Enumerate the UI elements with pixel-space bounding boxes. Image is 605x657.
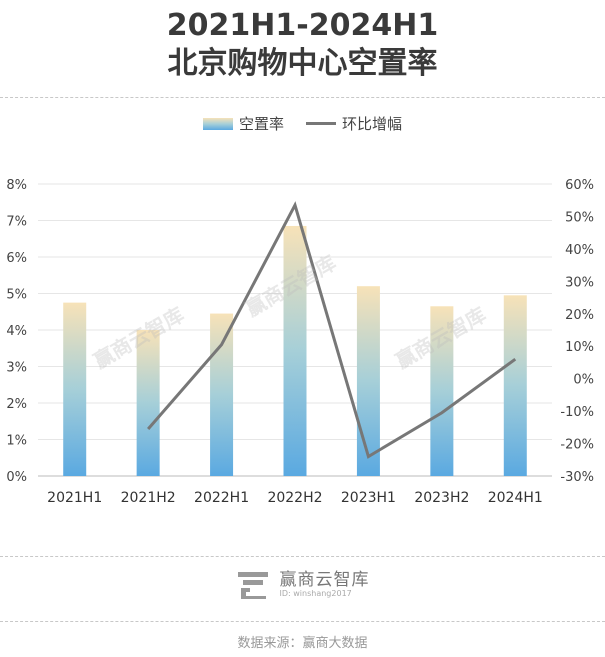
y-left-tick-label: 2% [6,397,27,412]
y-right-tick-label: 40% [565,243,594,258]
legend-bar-label: 空置率 [238,115,284,133]
legend-line-swatch [306,122,336,125]
legend-item-bar[interactable]: 空置率 [202,113,284,134]
y-left-tick-label: 1% [6,434,27,449]
bar [136,330,160,476]
brand: 赢商云智库 ID: winshang2017 [0,570,605,600]
y-right-tick-label: 20% [565,308,594,323]
y-left-tick-label: 6% [6,251,27,266]
y-left-tick-label: 0% [6,470,27,485]
x-tick-label: 2021H2 [121,490,176,506]
x-tick-label: 2021H1 [47,490,102,506]
legend-line-label: 环比增幅 [342,115,403,133]
y-right-tick-label: 60% [565,178,594,193]
chart-title-line1: 2021H1-2024H1 [166,8,439,43]
y-right-tick-label: -20% [560,438,594,453]
y-right-tick-label: 0% [573,373,594,388]
bottom-divider [0,556,605,557]
x-tick-label: 2022H1 [194,490,249,506]
legend: 空置率 环比增幅 [0,113,605,134]
y-right-tick-label: -10% [560,405,594,420]
footer-divider [0,621,605,622]
y-right-tick-label: 10% [565,340,594,355]
legend-bar-swatch [202,117,233,130]
chart-plot: 0% 1% 2% 3% 4% 5% 6% 7% 8% -30% -20% -10% 0% 10% 20% 30… [6,178,594,506]
bar [503,295,527,476]
line-series [147,201,517,459]
legend-item-line[interactable]: 环比增幅 [306,113,402,134]
y-left-tick-label: 4% [6,324,27,339]
bar [283,225,307,476]
x-tick-label: 2023H2 [414,490,469,506]
brand-id: ID: winshang2017 [279,588,352,598]
bar [430,306,454,476]
brand-logo-icon [236,570,270,600]
x-tick-label: 2024H1 [488,490,543,506]
y-left-tick-label: 8% [6,178,27,193]
y-right-tick-label: 30% [565,275,594,290]
brand-name: 赢商云智库 [279,570,370,591]
y-right-tick-label: 50% [565,210,594,225]
bar [210,313,234,476]
y-left-tick-label: 3% [6,361,27,376]
y-left-tick-label: 5% [6,288,27,303]
y-right-tick-label: -30% [560,470,594,485]
data-source: 数据来源：赢商大数据 [237,636,368,651]
x-tick-label: 2023H1 [341,490,396,506]
chart-title-line2: 北京购物中心空置率 [167,46,438,81]
x-tick-label: 2022H2 [267,490,322,506]
bar [63,302,87,476]
y-left-tick-label: 7% [6,215,27,230]
top-divider [0,97,605,98]
bar [356,286,380,476]
